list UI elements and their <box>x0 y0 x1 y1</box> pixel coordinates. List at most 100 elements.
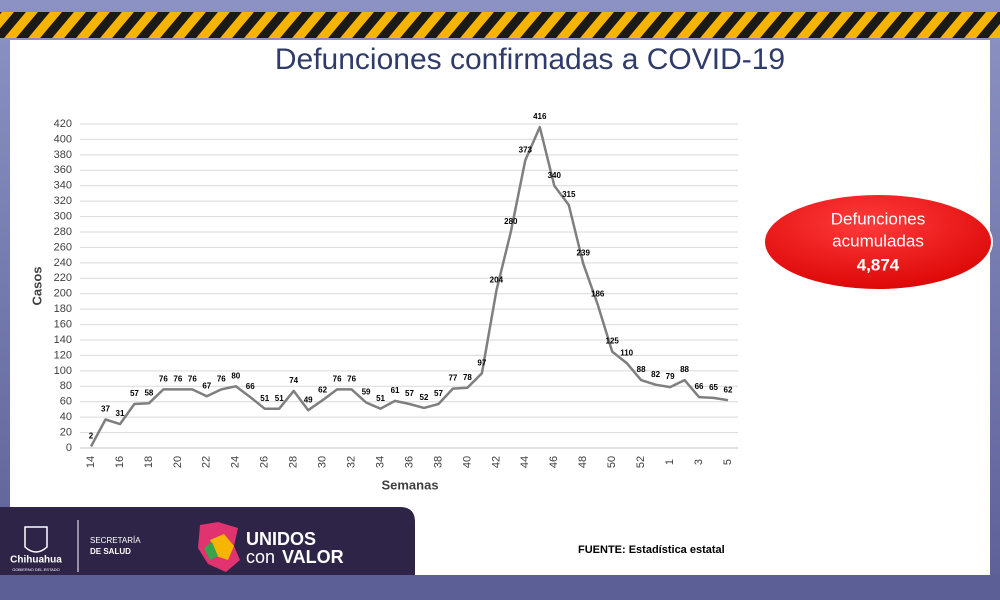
data-label: 373 <box>519 145 533 154</box>
data-label: 239 <box>577 249 591 258</box>
data-label: 2 <box>89 432 94 441</box>
x-tick-label: 16 <box>114 456 126 468</box>
y-tick-label: 0 <box>66 442 72 454</box>
x-tick-label: 46 <box>548 456 560 468</box>
y-tick-label: 40 <box>60 411 72 423</box>
x-tick-label: 52 <box>635 456 647 468</box>
dept-name: SECRETARÍA <box>90 536 141 545</box>
data-label: 51 <box>376 394 385 403</box>
data-label: 57 <box>130 389 139 398</box>
x-tick-label: 30 <box>317 456 329 468</box>
callout-oval <box>763 193 993 291</box>
y-tick-label: 360 <box>54 164 72 176</box>
y-tick-label: 220 <box>54 272 72 284</box>
x-tick-label: 1 <box>664 459 676 465</box>
chart-title: Defunciones confirmadas a COVID-19 <box>275 43 785 76</box>
state-sub: GOBIERNO DEL ESTADO <box>12 567 60 572</box>
y-tick-label: 320 <box>54 195 72 207</box>
data-label: 204 <box>490 276 504 285</box>
bottom-band <box>0 575 1000 600</box>
data-label: 76 <box>159 374 168 383</box>
x-tick-label: 34 <box>374 456 386 468</box>
brand-line: con <box>246 547 275 567</box>
x-tick-label: 40 <box>461 456 473 468</box>
y-tick-label: 200 <box>54 288 72 300</box>
data-label: 280 <box>504 217 518 226</box>
data-label: 57 <box>405 389 414 398</box>
data-label: 66 <box>246 382 255 391</box>
data-label: 67 <box>202 381 211 390</box>
y-tick-label: 260 <box>54 241 72 253</box>
y-tick-label: 420 <box>54 118 72 130</box>
y-tick-label: 180 <box>54 303 72 315</box>
callout-label: Defunciones <box>831 209 926 228</box>
data-label: 88 <box>680 365 689 374</box>
data-label: 31 <box>116 409 125 418</box>
y-tick-label: 340 <box>54 180 72 192</box>
brand-line: VALOR <box>282 547 344 567</box>
data-label: 315 <box>562 190 576 199</box>
y-tick-label: 160 <box>54 318 72 330</box>
brand-map-part <box>204 542 218 560</box>
x-tick-label: 3 <box>693 459 705 465</box>
x-tick-label: 26 <box>259 456 271 468</box>
plot-area: 0204060801001201401601802002202402602803… <box>54 112 738 468</box>
x-tick-label: 44 <box>519 456 531 468</box>
data-label: 66 <box>695 382 704 391</box>
data-label: 77 <box>448 374 457 383</box>
hazard-stripe <box>0 12 1000 38</box>
data-label: 80 <box>231 371 240 380</box>
x-tick-label: 32 <box>345 456 357 468</box>
x-tick-label: 24 <box>230 456 242 468</box>
data-label: 76 <box>173 374 182 383</box>
y-tick-label: 280 <box>54 226 72 238</box>
y-tick-label: 120 <box>54 349 72 361</box>
brand-line: UNIDOS <box>246 529 316 549</box>
slide-body <box>10 40 990 575</box>
data-label: 76 <box>333 374 342 383</box>
y-tick-label: 100 <box>54 365 72 377</box>
data-label: 79 <box>666 372 675 381</box>
y-tick-label: 60 <box>60 396 72 408</box>
x-tick-label: 48 <box>577 456 589 468</box>
y-tick-label: 300 <box>54 210 72 222</box>
x-tick-label: 36 <box>403 456 415 468</box>
y-tick-label: 80 <box>60 380 72 392</box>
x-tick-label: 20 <box>172 456 184 468</box>
x-tick-label: 28 <box>288 456 300 468</box>
callout-value: 4,874 <box>857 255 900 274</box>
data-label: 125 <box>606 337 620 346</box>
x-axis-label: Semanas <box>381 477 438 492</box>
data-label: 82 <box>651 370 660 379</box>
data-label: 57 <box>434 389 443 398</box>
data-label: 62 <box>724 385 733 394</box>
data-line <box>89 125 729 448</box>
y-tick-label: 140 <box>54 334 72 346</box>
x-tick-label: 14 <box>85 456 97 468</box>
data-label: 59 <box>362 388 371 397</box>
data-label: 340 <box>548 171 562 180</box>
y-axis-label: Casos <box>29 266 44 305</box>
data-label: 62 <box>318 385 327 394</box>
callout-label: acumuladas <box>832 231 924 250</box>
source-note: FUENTE: Estadística estatal <box>578 544 725 556</box>
x-tick-label: 38 <box>432 456 444 468</box>
dept-name: DE SALUD <box>90 547 131 556</box>
data-label: 88 <box>637 365 646 374</box>
state-shield <box>24 526 48 553</box>
x-tick-label: 22 <box>201 456 213 468</box>
data-label: 76 <box>347 374 356 383</box>
data-label: 58 <box>144 388 153 397</box>
x-tick-label: 18 <box>143 456 155 468</box>
data-label: 110 <box>620 348 633 357</box>
data-label: 97 <box>477 358 486 367</box>
data-label: 76 <box>217 374 226 383</box>
data-label: 51 <box>260 394 269 403</box>
y-tick-label: 20 <box>60 426 72 438</box>
data-label: 52 <box>420 393 429 402</box>
x-tick-label: 42 <box>490 456 502 468</box>
data-label: 76 <box>188 374 197 383</box>
data-label: 416 <box>533 112 547 121</box>
